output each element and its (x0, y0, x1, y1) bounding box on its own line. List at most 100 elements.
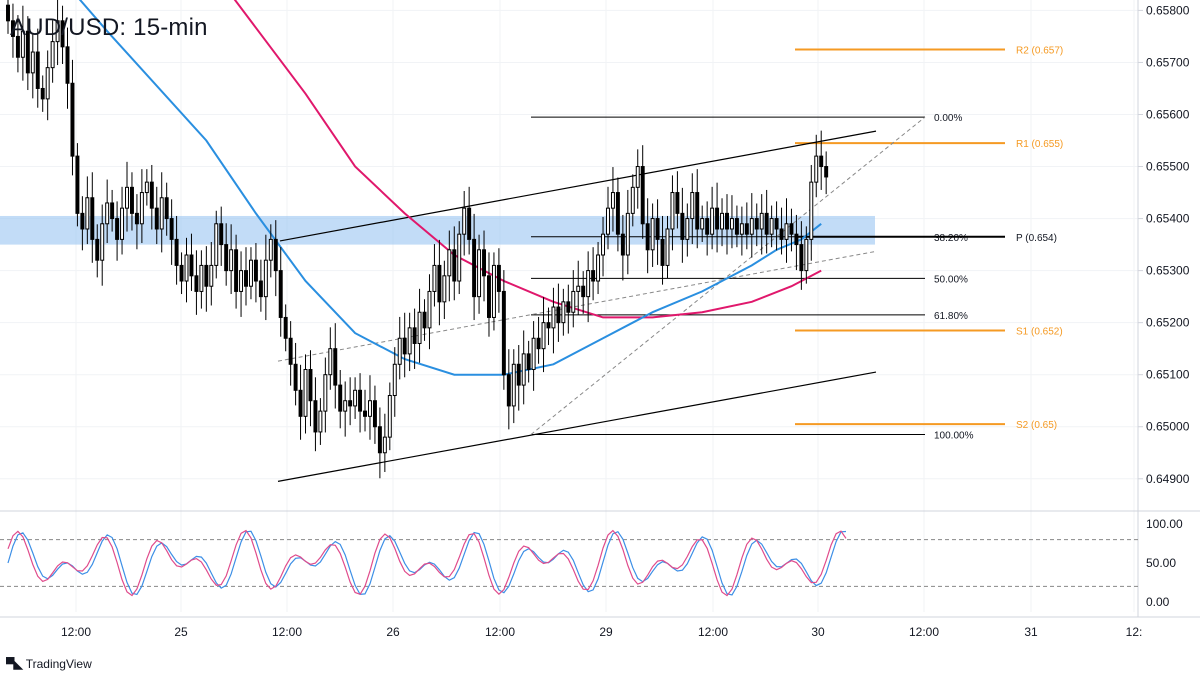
candle-body (625, 212, 630, 256)
candle-body (407, 327, 412, 355)
candle-body (615, 192, 620, 235)
candle-body (293, 363, 298, 391)
channel-upper-line (279, 130, 877, 242)
candle-body (248, 259, 253, 287)
candle-body (115, 218, 120, 240)
candle-body (729, 218, 734, 230)
pivot-label: S1 (0.652) (1016, 326, 1063, 337)
x-tick-label: 12:00 (485, 625, 515, 639)
fib-level-label: 38.20% (934, 233, 968, 244)
candle-body (442, 275, 447, 303)
candle-body (462, 207, 467, 235)
candle-body (298, 389, 303, 417)
candle-body (125, 186, 129, 209)
candle-body (640, 166, 645, 225)
candle-body (819, 155, 824, 168)
x-tick-label: 31 (1024, 625, 1038, 639)
candle-body (561, 301, 566, 324)
candle-body (45, 67, 50, 100)
candle-body (596, 254, 601, 282)
candle-body (60, 20, 65, 48)
pivot-label: R1 (0.655) (1016, 139, 1063, 150)
y-tick-label: 0.65700 (1146, 55, 1190, 69)
candle-body (472, 238, 477, 298)
candle-body (695, 192, 700, 230)
candle-body (80, 212, 85, 230)
candle-body (556, 306, 561, 324)
candle-body (685, 218, 690, 240)
candle-body (754, 218, 759, 230)
candle-body (541, 322, 546, 350)
candle-body (601, 233, 606, 256)
y-tick-label: 0.65100 (1146, 368, 1190, 382)
candle-body (199, 264, 204, 292)
candle-body (134, 212, 139, 225)
candle-body (824, 166, 829, 178)
candle-body (105, 202, 110, 225)
stoch-tick-label: 50.00 (1146, 556, 1176, 570)
candle-body (789, 223, 794, 235)
candle-body (144, 181, 149, 194)
candle-body (591, 270, 596, 282)
candle-body (348, 400, 353, 407)
candle-body (799, 244, 804, 272)
candle-body (739, 223, 744, 235)
candle-body (35, 51, 40, 89)
candle-body (417, 311, 422, 344)
candle-body (665, 228, 670, 266)
candle-body (85, 197, 90, 230)
y-tick-label: 0.65300 (1146, 264, 1190, 278)
candle-body (338, 384, 343, 412)
candle-body (382, 436, 387, 454)
candle-body (234, 249, 239, 292)
candle-body (774, 218, 779, 230)
candle-body (720, 212, 725, 230)
candle-body (606, 207, 610, 235)
stoch-tick-label: 100.00 (1146, 517, 1183, 531)
candle-body (184, 254, 189, 282)
candle-body (566, 301, 571, 313)
candle-body (313, 400, 318, 433)
candle-body (6, 4, 10, 22)
candle-body (759, 212, 764, 230)
candle-body (273, 238, 278, 272)
candle-body (447, 249, 452, 277)
channel-lower-line (277, 371, 877, 482)
candle-body (725, 212, 729, 230)
brand-name: TradingView (25, 657, 92, 671)
candle-body (467, 207, 472, 240)
pivot-label: S2 (0.65) (1016, 420, 1057, 431)
fib-trend-line (530, 116, 926, 435)
x-tick-label: 12: (1126, 625, 1143, 639)
fib-level-label: 0.00% (934, 113, 962, 124)
candle-body (586, 270, 591, 298)
candle-body (645, 223, 650, 251)
y-tick-label: 0.65800 (1146, 3, 1190, 17)
x-tick-label: 30 (811, 625, 825, 639)
candle-body (571, 290, 576, 313)
candle-body (40, 87, 45, 100)
candle-body (387, 395, 392, 438)
candle-body (149, 181, 154, 209)
candle-body (30, 51, 35, 74)
candle-body (268, 238, 273, 261)
candle-body (809, 181, 814, 240)
tradingview-brand[interactable]: ▀◣ TradingView (6, 657, 92, 671)
candle-body (551, 306, 556, 329)
candle-body (110, 202, 115, 220)
candle-body (229, 249, 234, 272)
candle-body (25, 30, 30, 74)
candle-body (214, 223, 219, 266)
candle-body (239, 270, 244, 292)
candle-body (710, 207, 715, 235)
candle-body (169, 218, 174, 240)
candle-body (159, 197, 164, 230)
candle-body (452, 249, 457, 282)
candle-body (630, 186, 635, 214)
candle-body (531, 337, 536, 370)
candle-body (129, 186, 134, 214)
candle-body (353, 389, 358, 407)
candle-body (323, 374, 328, 412)
